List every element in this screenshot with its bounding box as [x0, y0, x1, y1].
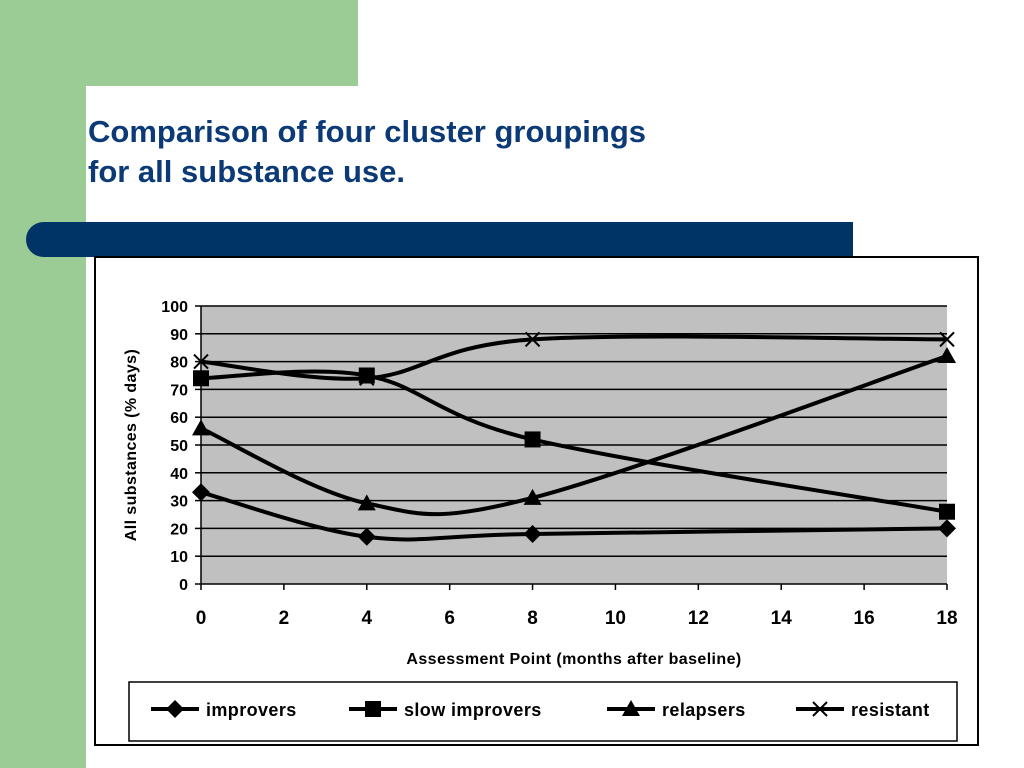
y-tick-label: 90 [170, 327, 188, 344]
data-point-1 [939, 503, 955, 520]
y-tick-label: 20 [170, 521, 188, 538]
data-point-0 [938, 519, 956, 538]
data-point-1 [193, 370, 209, 387]
title-underline-band [26, 222, 853, 257]
slide-title: Comparison of four cluster groupings for… [88, 112, 646, 192]
chart-frame: 0 10 20 30 40 50 60 70 80 90 100 0 2 4 6 8 10 12 14 16 18 Ass… [94, 256, 979, 746]
y-tick-label: 10 [170, 549, 188, 566]
slide-title-line-2: for all substance use. [88, 154, 405, 189]
data-point-0 [523, 524, 542, 543]
data-point-3 [359, 370, 375, 386]
y-tick-label: 100 [161, 299, 188, 316]
y-tick-label: 0 [179, 577, 188, 594]
legend-box [128, 681, 958, 742]
data-point-0 [192, 483, 210, 502]
green-top-decoration [0, 0, 358, 86]
legend-label: slow improvers [404, 700, 542, 720]
x-tick-label: 2 [279, 608, 290, 629]
data-point-0 [357, 527, 376, 546]
line-chart: 0 10 20 30 40 50 60 70 80 90 100 0 2 4 6 8 10 12 14 16 18 Ass… [123, 299, 958, 742]
legend-marker [365, 701, 381, 717]
legend-label: relapsers [662, 700, 746, 720]
legend-marker [812, 701, 828, 717]
x-tick-label: 14 [771, 608, 793, 629]
x-tick-label: 4 [361, 608, 372, 629]
y-axis-title: All substances (% days) [123, 349, 140, 541]
x-tick-label: 12 [688, 608, 709, 629]
x-tick-label: 0 [196, 608, 207, 629]
series-line-0 [200, 490, 948, 542]
x-axis-title: Assessment Point (months after baseline) [406, 651, 741, 668]
series-line-2 [200, 354, 948, 517]
y-tick-label: 40 [170, 466, 188, 483]
x-tick-label: 18 [936, 608, 957, 629]
series-line-1 [200, 369, 948, 514]
y-tick-label: 80 [170, 355, 188, 372]
data-point-2 [192, 419, 210, 436]
series-line-3 [200, 334, 948, 381]
green-sidebar-decoration [0, 0, 86, 768]
data-point-3 [524, 331, 541, 348]
data-point-2 [357, 494, 376, 511]
legend-label: improvers [206, 700, 297, 720]
x-tick-label: 16 [854, 608, 875, 629]
x-tick-label: 10 [605, 608, 626, 629]
legend-marker [622, 700, 640, 716]
slide-title-line-1: Comparison of four cluster groupings [88, 114, 647, 149]
data-point-1 [524, 431, 541, 448]
legend-label: resistant [851, 700, 930, 720]
y-tick-label: 70 [170, 382, 188, 399]
x-tick-label: 8 [527, 608, 538, 629]
y-tick-label: 30 [170, 494, 188, 511]
data-point-3 [193, 353, 209, 370]
data-point-2 [938, 347, 956, 364]
data-point-1 [358, 367, 375, 384]
data-point-2 [523, 488, 542, 505]
y-tick-label: 60 [170, 410, 188, 427]
x-tick-label: 6 [444, 608, 455, 629]
y-tick-label: 50 [170, 438, 188, 455]
legend-marker [166, 700, 184, 718]
data-point-3 [939, 331, 955, 348]
